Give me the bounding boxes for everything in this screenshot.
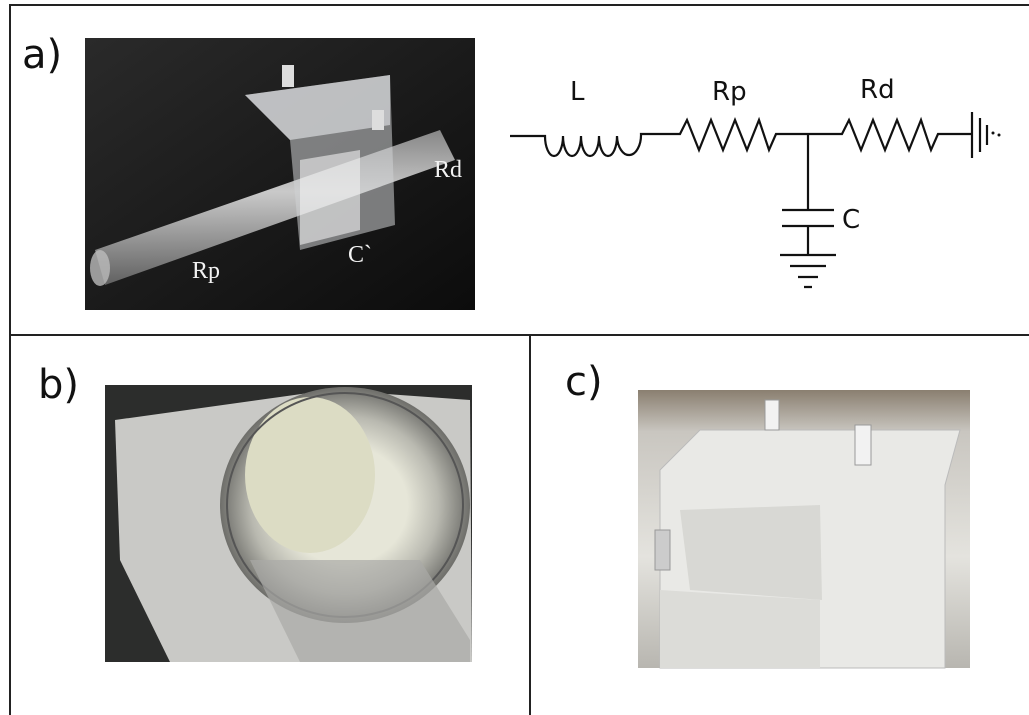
photo-label: C` bbox=[348, 242, 372, 268]
circuit bbox=[510, 112, 1001, 287]
circuit-label: L bbox=[570, 77, 585, 107]
photo bbox=[105, 385, 472, 662]
panel-label: b) bbox=[38, 362, 79, 408]
circuit-label: Rp bbox=[712, 77, 747, 107]
photo-label: Rp bbox=[192, 258, 220, 284]
panel-label: a) bbox=[22, 32, 62, 78]
photo bbox=[638, 390, 970, 668]
panel-label: c) bbox=[565, 359, 603, 405]
photo-label: Rd bbox=[434, 157, 462, 183]
photo bbox=[85, 38, 475, 310]
figure: a) Rp C` Rd L Rp Rd C b) c) bbox=[0, 0, 1029, 715]
circuit-label: Rd bbox=[860, 75, 895, 105]
circuit-label: C bbox=[842, 205, 860, 235]
